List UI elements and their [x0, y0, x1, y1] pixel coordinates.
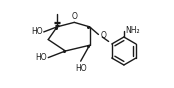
Text: O: O — [71, 12, 77, 21]
Text: HO: HO — [35, 53, 47, 62]
Text: O: O — [100, 31, 106, 40]
Text: HO: HO — [31, 27, 42, 36]
Text: NH₂: NH₂ — [125, 26, 140, 35]
Text: HO: HO — [75, 64, 86, 73]
